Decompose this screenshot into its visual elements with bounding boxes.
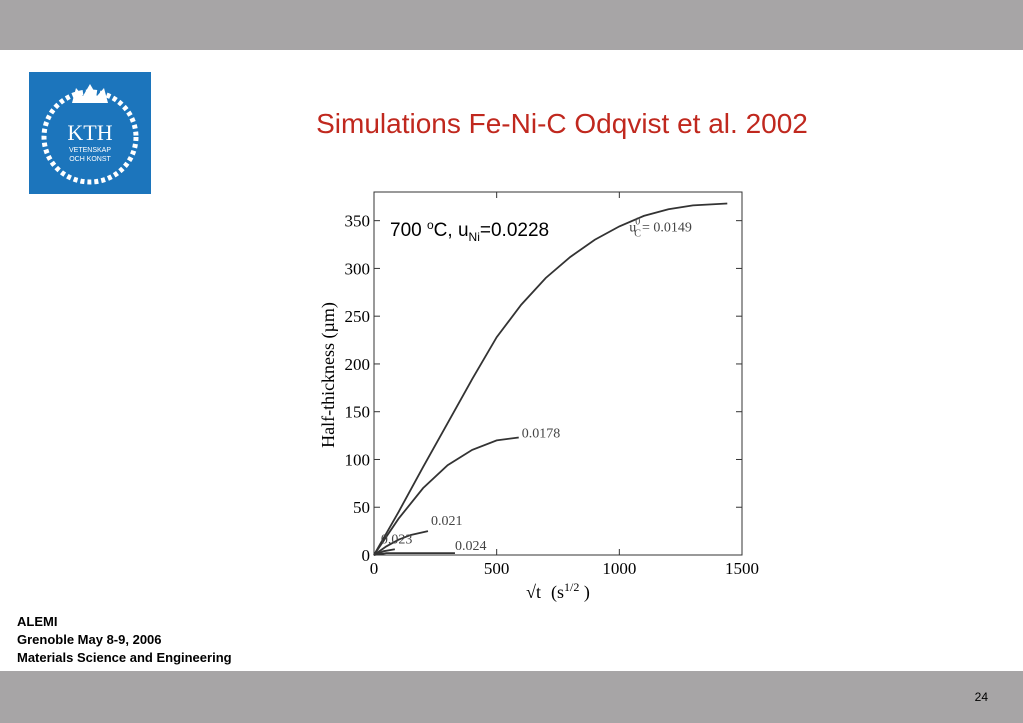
y-tick-label: 150: [345, 403, 371, 422]
footer-text: Materials Science and Engineering: [17, 650, 232, 665]
y-tick-label: 350: [345, 212, 371, 231]
series-label: 0.0178: [522, 427, 561, 442]
y-tick-label: 300: [345, 259, 371, 278]
y-tick-label: 250: [345, 307, 371, 326]
series-name: 0.0149: [653, 220, 692, 235]
bottom-bar: [0, 671, 1023, 723]
x-tick-label: 500: [484, 559, 510, 578]
x-tick-label: 1000: [602, 559, 636, 578]
logo-text: OCH KONST: [69, 156, 111, 163]
page-number: 24: [975, 690, 989, 704]
x-tick-label: 0: [370, 559, 379, 578]
footer-text: Grenoble May 8-9, 2006: [17, 632, 162, 647]
label-prefix: C: [634, 228, 641, 239]
slide-title: Simulations Fe-Ni-C Odqvist et al. 2002: [316, 108, 808, 139]
plot-frame: [373, 191, 743, 556]
label-prefix: u: [629, 220, 636, 235]
footer-text: ALEMI: [17, 614, 57, 629]
series-label: 0.024: [455, 539, 487, 554]
series-label: u0 C= 0.0149: [629, 216, 692, 239]
logo-text: VETENSKAP: [69, 147, 111, 154]
x-axis-label: √t (s1/2 ): [526, 580, 590, 603]
annotation: 700 oC, uNi=0.0228: [390, 218, 549, 244]
y-tick-label: 0: [362, 546, 371, 565]
logo-crown: [72, 84, 108, 103]
y-tick-label: 50: [353, 498, 370, 517]
y-axis-label: Half-thickness (µm): [318, 302, 339, 448]
series-name: 0.024: [455, 539, 487, 554]
series-line: [373, 202, 728, 556]
logo-wreath: [41, 89, 139, 185]
series-line: [373, 530, 429, 556]
label-prefix: 0: [635, 216, 640, 227]
series-name: 0.023: [381, 532, 413, 547]
label-prefix: =: [642, 220, 653, 235]
series-label: 0.023: [381, 532, 413, 547]
series-line: [373, 436, 519, 556]
series-line: [373, 552, 455, 556]
x-tick-label: 1500: [725, 559, 759, 578]
series-name: 0.0178: [522, 427, 561, 442]
series-label: 0.021: [431, 514, 463, 529]
y-tick-label: 100: [345, 450, 371, 469]
logo-text: KTH: [67, 120, 112, 145]
series-name: 0.021: [431, 514, 463, 529]
top-bar: [0, 0, 1023, 50]
y-tick-label: 200: [345, 355, 371, 374]
